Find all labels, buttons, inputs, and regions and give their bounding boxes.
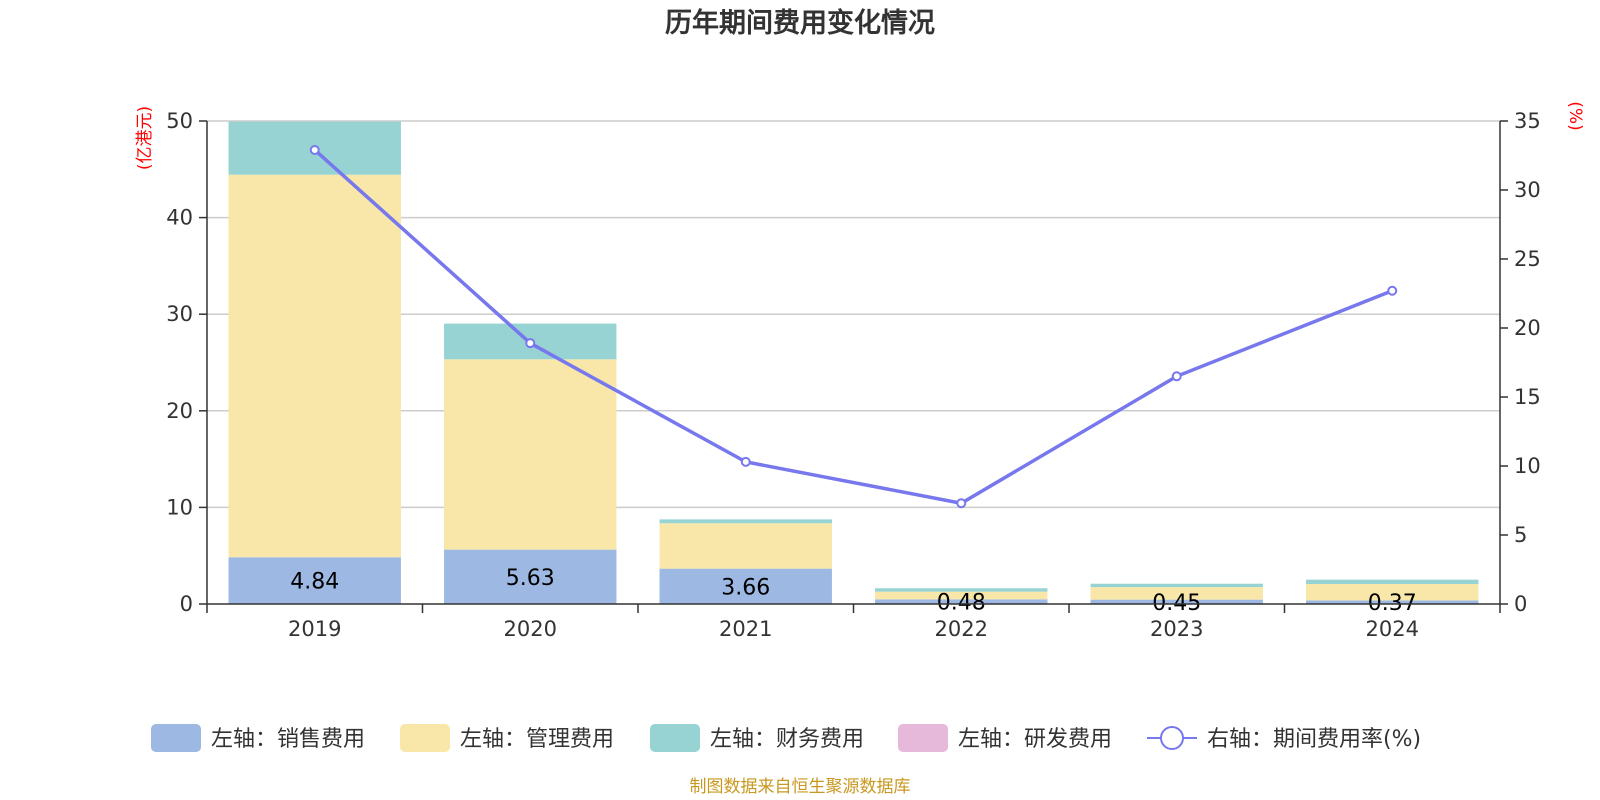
bar-segment (1306, 600, 1479, 604)
right-tick-label: 15 (1514, 385, 1541, 409)
bar-segment (1090, 587, 1263, 600)
left-tick-label: 30 (166, 302, 193, 326)
rate-line-path (313, 148, 1393, 506)
right-tick-label: 25 (1514, 247, 1541, 271)
bar-value-label: 5.63 (506, 566, 555, 591)
grid-lines (207, 120, 1500, 509)
rate-line (309, 144, 1398, 509)
source-note: 制图数据来自恒生聚源数据库 (690, 777, 911, 797)
right-tick-label: 10 (1514, 454, 1541, 478)
x-tick-label: 2021 (719, 617, 772, 641)
rate-line-point (309, 144, 320, 155)
bar-segment (875, 588, 1048, 592)
legend-swatch (151, 724, 201, 752)
bar-segment (228, 174, 401, 558)
x-tick-label: 2024 (1366, 617, 1419, 641)
bar-segment (1306, 584, 1479, 601)
rate-line-point (1171, 371, 1182, 382)
legend-swatch (650, 724, 700, 752)
x-tick-label: 2020 (504, 617, 557, 641)
rate-line-point (956, 498, 967, 509)
left-tick-label: 50 (166, 109, 193, 133)
axes: 0 10 20 30 40 50 0 5 10 15 20 25 30 35 2019 2020 2021 202… (166, 109, 1540, 641)
rate-line-point (1387, 285, 1398, 296)
bar-segment (1090, 599, 1263, 604)
chart-title: 历年期间费用变化情况 (665, 7, 935, 39)
bar-segment (659, 523, 832, 569)
legend-label: 左轴：销售费用 (211, 727, 365, 752)
rate-line-point (525, 338, 536, 349)
right-axis-unit: (%) (1565, 101, 1585, 130)
bar-value-label: 0.48 (937, 591, 986, 616)
legend-label: 左轴：财务费用 (710, 727, 864, 752)
right-tick-label: 30 (1514, 178, 1541, 202)
bar-segment (1090, 583, 1263, 588)
bar-segment (659, 519, 832, 524)
legend-marker (1160, 726, 1184, 750)
legend: 左轴：销售费用 左轴：管理费用 左轴：财务费用 左轴：研发费用 右轴：期间费用率(%) (151, 724, 1421, 752)
bar-series (228, 121, 1479, 604)
legend-label: 左轴：管理费用 (460, 727, 614, 752)
bar-segment (875, 591, 1048, 600)
bar-segment (875, 599, 1048, 604)
left-tick-label: 40 (166, 206, 193, 230)
bar-value-label: 4.84 (290, 570, 339, 595)
legend-label: 左轴：研发费用 (958, 727, 1112, 752)
bar-segment (228, 557, 401, 604)
legend-swatch (898, 724, 948, 752)
legend-swatch (400, 724, 450, 752)
bar-segment (1306, 579, 1479, 585)
legend-label: 右轴：期间费用率(%) (1207, 727, 1421, 752)
bar-labels: 4.84 5.63 3.660.48 0.45 0.37 (290, 566, 1416, 616)
right-tick-label: 5 (1514, 523, 1527, 547)
x-tick-label: 2019 (288, 617, 341, 641)
rate-line-point (740, 456, 751, 467)
left-tick-label: 0 (180, 592, 193, 616)
left-tick-label: 20 (166, 399, 193, 423)
left-tick-label: 10 (166, 495, 193, 519)
bar-segment (444, 549, 617, 604)
bar-segment (659, 568, 832, 604)
bar-segment (444, 359, 617, 550)
right-tick-label: 35 (1514, 109, 1541, 133)
x-tick-label: 2023 (1150, 617, 1203, 641)
left-axis-unit: (亿港元) (135, 106, 155, 170)
bar-value-label: 3.66 (721, 575, 770, 600)
right-tick-label: 0 (1514, 592, 1527, 616)
right-tick-label: 20 (1514, 316, 1541, 340)
x-tick-label: 2022 (935, 617, 988, 641)
